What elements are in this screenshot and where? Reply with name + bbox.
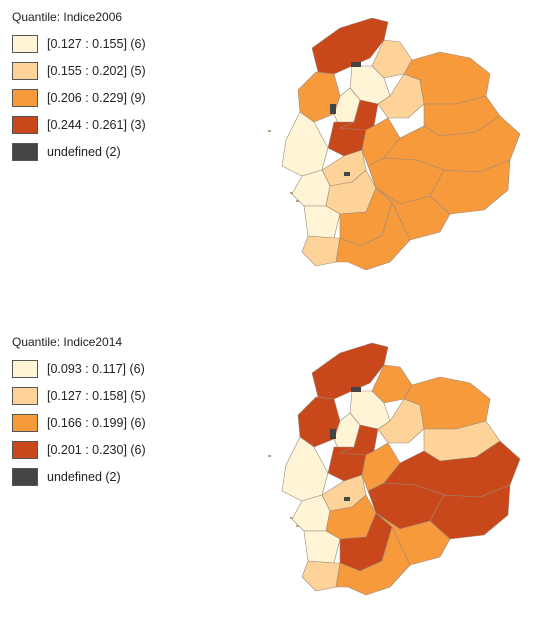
province-region xyxy=(335,201,411,271)
legend-label: [0.244 : 0.261] (3) xyxy=(47,118,146,132)
undefined-region xyxy=(330,429,336,439)
legend-item: [0.244 : 0.261] (3) xyxy=(12,114,146,136)
legend-label: [0.127 : 0.155] (6) xyxy=(47,37,146,51)
province-region xyxy=(335,526,411,596)
island-speck xyxy=(290,517,293,519)
legend-swatch xyxy=(12,35,38,53)
province-region xyxy=(303,530,341,564)
legend-label: undefined (2) xyxy=(47,145,121,159)
island-speck xyxy=(296,525,299,527)
undefined-region xyxy=(330,104,336,114)
province-region xyxy=(301,235,341,267)
legend-item: [0.093 : 0.117] (6) xyxy=(12,358,146,380)
legend-label: undefined (2) xyxy=(47,470,121,484)
legend-swatch xyxy=(12,468,38,486)
province-region xyxy=(403,376,491,430)
map-panel-2006: Quantile: Indice2006 [0.127 : 0.155] (6)… xyxy=(0,0,545,300)
legend-swatch xyxy=(12,116,38,134)
island-speck xyxy=(268,455,271,457)
legend-label: [0.206 : 0.229] (9) xyxy=(47,91,146,105)
province-region xyxy=(281,436,329,502)
province-region xyxy=(303,205,341,239)
legend-swatch xyxy=(12,62,38,80)
province-region xyxy=(403,51,491,105)
legend-swatch xyxy=(12,360,38,378)
undefined-region xyxy=(351,62,361,67)
province-region xyxy=(281,111,329,177)
ecuador-map-2006 xyxy=(268,17,521,271)
province-region xyxy=(297,71,341,123)
legend-swatch xyxy=(12,387,38,405)
legend-2006: Quantile: Indice2006 [0.127 : 0.155] (6)… xyxy=(12,10,146,168)
province-region xyxy=(297,396,341,448)
legend-item: undefined (2) xyxy=(12,466,146,488)
legend-swatch xyxy=(12,441,38,459)
legend-item: [0.127 : 0.158] (5) xyxy=(12,385,146,407)
legend-title: Quantile: Indice2014 xyxy=(12,335,123,349)
undefined-region xyxy=(351,387,361,392)
legend-label: [0.093 : 0.117] (6) xyxy=(47,362,145,376)
legend-swatch xyxy=(12,89,38,107)
legend-label: [0.201 : 0.230] (6) xyxy=(47,443,146,457)
legend-item: [0.155 : 0.202] (5) xyxy=(12,60,146,82)
legend-item: [0.127 : 0.155] (6) xyxy=(12,33,146,55)
legend-item: [0.206 : 0.229] (9) xyxy=(12,87,146,109)
map-panel-2014: Quantile: Indice2014 [0.093 : 0.117] (6)… xyxy=(0,325,545,625)
legend-item: [0.166 : 0.199] (6) xyxy=(12,412,146,434)
undefined-region xyxy=(344,172,350,176)
legend-title: Quantile: Indice2006 xyxy=(12,10,123,24)
legend-swatch xyxy=(12,414,38,432)
ecuador-map-2014 xyxy=(268,342,521,596)
island-speck xyxy=(268,130,271,132)
island-speck xyxy=(290,192,293,194)
legend-label: [0.166 : 0.199] (6) xyxy=(47,416,146,430)
undefined-region xyxy=(344,497,350,501)
legend-item: [0.201 : 0.230] (6) xyxy=(12,439,146,461)
legend-item: undefined (2) xyxy=(12,141,146,163)
legend-label: [0.127 : 0.158] (5) xyxy=(47,389,146,403)
province-region xyxy=(301,560,341,592)
legend-swatch xyxy=(12,143,38,161)
legend-label: [0.155 : 0.202] (5) xyxy=(47,64,146,78)
island-speck xyxy=(296,200,299,202)
legend-2014: Quantile: Indice2014 [0.093 : 0.117] (6)… xyxy=(12,335,146,493)
